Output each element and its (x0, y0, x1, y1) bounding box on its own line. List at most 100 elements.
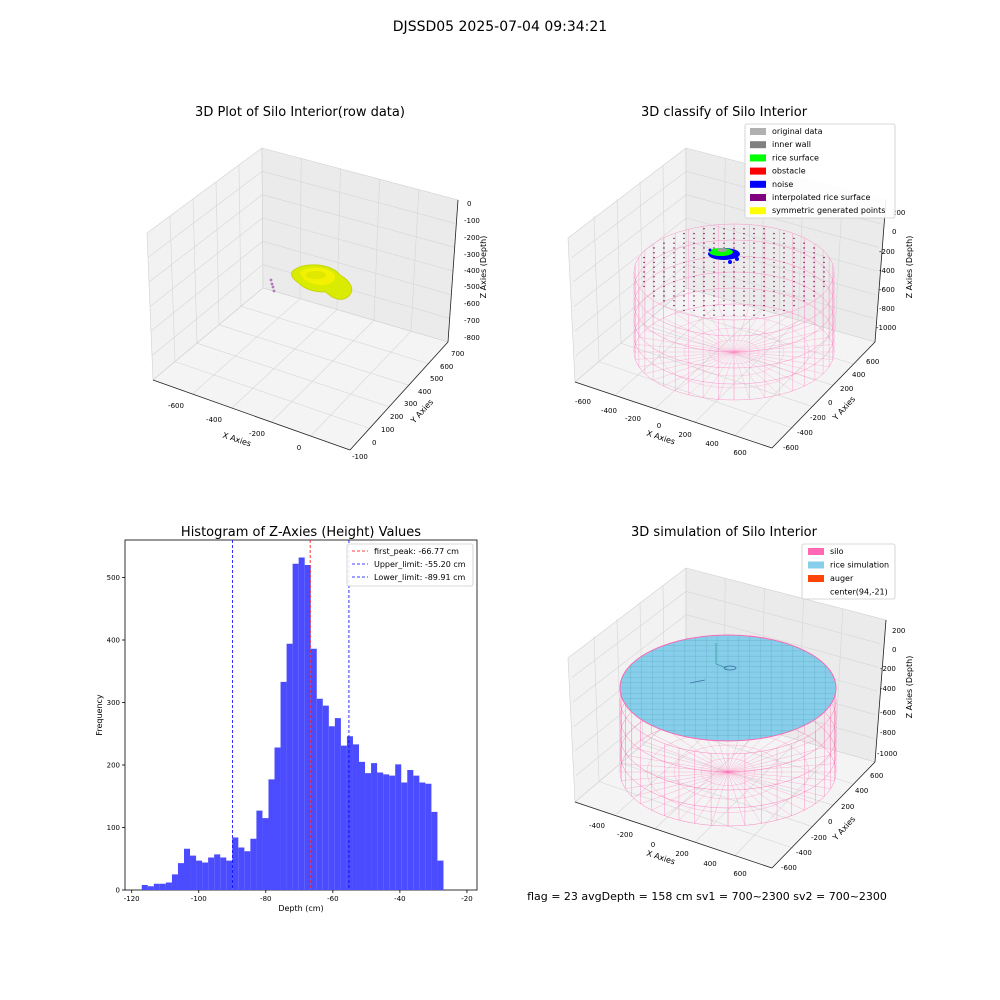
classify-ytick: 200 (840, 385, 853, 393)
interpolated-point (703, 280, 705, 283)
gridline (147, 171, 263, 258)
interpolated-point (723, 314, 725, 316)
raw-x-ticks: -600 -400 -200 0 (168, 402, 301, 452)
silo-floor-ring (683, 327, 785, 377)
classify-ztick: -400 (879, 267, 895, 275)
gridline (575, 264, 688, 356)
interpolated-point (823, 276, 825, 278)
interpolated-point (823, 256, 825, 259)
interpolated-point (803, 271, 805, 273)
interpolated-point (793, 261, 795, 264)
panel-raw-3d: 3D Plot of Silo Interior(row data) -600 … (146, 105, 488, 461)
simulation-ztick: 200 (892, 627, 905, 635)
interpolated-point (743, 256, 745, 259)
histogram-bar (280, 681, 287, 890)
interpolated-point (663, 256, 665, 259)
interpolated-point (803, 252, 805, 254)
interpolated-point (703, 276, 705, 278)
histogram-bar (304, 565, 311, 890)
classify-ztick: -1000 (876, 324, 896, 332)
histogram-bar (322, 705, 329, 890)
simulation-xtick: 600 (733, 870, 746, 878)
interpolated-point (693, 300, 695, 302)
interpolated-point (753, 295, 755, 297)
interpolated-point (703, 261, 705, 264)
interpolated-point (813, 266, 815, 268)
interpolated-point (733, 309, 735, 312)
panel-simulation-3d: 3D simulation of Silo Interior -400 -200… (527, 525, 914, 903)
silo-floor-ring (658, 315, 810, 389)
legend-label: first_peak: -66.77 cm (374, 547, 459, 556)
interpolated-point (683, 276, 685, 278)
interpolated-point (673, 271, 675, 273)
legend-label: Upper_limit: -55.20 cm (374, 560, 466, 569)
interpolated-point (703, 304, 705, 307)
raw-gridlines (147, 158, 457, 437)
interpolated-point (683, 285, 685, 288)
simulation-xtick: 0 (651, 841, 655, 849)
interpolated-point (733, 285, 735, 288)
interpolated-point (773, 309, 775, 312)
legend-label: noise (772, 180, 793, 189)
interpolated-point (753, 290, 755, 292)
classify-ytick: 400 (852, 371, 865, 379)
y-tick-label: 200 (107, 762, 120, 770)
interpolated-point (663, 300, 665, 302)
interpolated-point (783, 266, 785, 268)
interpolated-point (673, 290, 675, 292)
interpolated-point (723, 285, 725, 288)
legend-label: Lower_limit: -89.91 cm (374, 573, 466, 582)
interpolated-point (683, 300, 685, 302)
gridline (686, 264, 874, 319)
simulation-z-axis-line (874, 619, 887, 763)
interpolated-point (703, 256, 705, 259)
interpolated-point (773, 304, 775, 307)
gridline (655, 309, 762, 409)
gridline (598, 361, 794, 429)
interpolated-point (813, 252, 815, 254)
classify-ytick: -600 (783, 444, 799, 452)
interpolated-point (693, 237, 695, 240)
histogram-bar (274, 747, 281, 890)
raw-noise-points (269, 278, 276, 293)
interpolated-point (743, 242, 745, 244)
interpolated-point (643, 280, 645, 283)
interpolated-point (743, 304, 745, 307)
gridline (310, 330, 412, 437)
interpolated-point (803, 300, 805, 302)
gridline (686, 614, 879, 668)
interpolated-point (793, 295, 795, 297)
legend-label: original data (772, 127, 823, 136)
gridline (573, 217, 687, 307)
interpolated-point (813, 247, 815, 249)
interpolated-point (713, 314, 715, 316)
interpolated-point (763, 290, 765, 292)
simulation-ztick: -200 (880, 665, 896, 673)
interpolated-point (803, 280, 805, 283)
interpolated-point (753, 242, 755, 244)
simulation-ytick: -400 (796, 849, 812, 857)
interpolated-point (753, 276, 755, 278)
gridline (262, 171, 457, 224)
panel-histogram: Histogram of Z-Axies (Height) Values -12… (95, 525, 478, 913)
legend-label: silo (830, 547, 844, 556)
histogram-bar (177, 863, 185, 890)
interpolated-point (693, 285, 695, 288)
interpolated-point (783, 309, 785, 312)
simulation-ztick: -600 (880, 709, 896, 717)
classify-xtick: 200 (678, 431, 691, 439)
interpolated-point (743, 290, 745, 292)
interpolated-point (723, 295, 725, 297)
interpolated-point (733, 271, 735, 273)
interpolated-point (753, 266, 755, 268)
interpolated-point (653, 247, 655, 249)
interpolated-point (733, 266, 735, 268)
interpolated-point (783, 242, 785, 244)
histogram-bar (141, 885, 148, 890)
histogram-bar (244, 851, 251, 890)
interpolated-point (703, 242, 705, 244)
interpolated-point (743, 247, 745, 249)
interpolated-point (793, 242, 795, 244)
simulation-xtick: -200 (617, 831, 633, 839)
histogram-bar (153, 883, 160, 890)
